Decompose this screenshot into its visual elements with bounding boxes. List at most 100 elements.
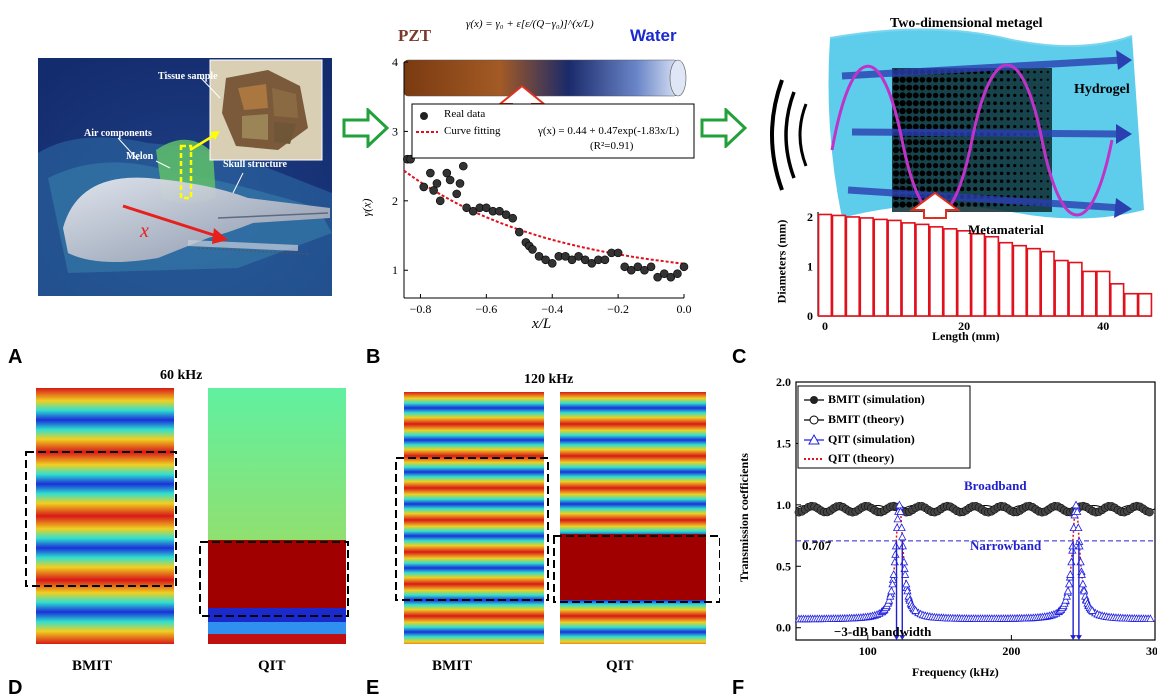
y-tick-label: 1.0: [776, 498, 791, 512]
panel-letter-d: D: [8, 677, 23, 699]
field-maps-120khz: [395, 392, 720, 644]
dolphin-ct-image: [38, 58, 332, 296]
b-ylabel: γ(x): [359, 198, 374, 217]
lattice-dot: [953, 171, 958, 176]
d-left-label: BMIT: [72, 658, 113, 674]
lattice-dot: [1013, 109, 1017, 113]
lattice-dot: [1046, 86, 1049, 89]
lattice-dot: [932, 123, 939, 130]
diameter-bar: [984, 235, 1000, 317]
lattice-dot: [973, 93, 978, 98]
broadband-label: Broadband: [964, 478, 1027, 493]
qit-sim-point: [888, 579, 897, 588]
lattice-dot: [1013, 156, 1017, 160]
lattice-dot: [979, 186, 984, 192]
data-point: [666, 272, 676, 282]
lattice-dot: [1039, 187, 1043, 191]
lattice-dot: [932, 77, 939, 83]
data-point: [541, 255, 550, 265]
legend-bmit-sim: BMIT (simulation): [828, 392, 925, 406]
e-freq: 120 kHz: [524, 372, 574, 387]
lattice-dot: [1013, 93, 1017, 97]
lattice-dot: [993, 85, 997, 90]
lattice-dot: [892, 146, 900, 154]
lattice-dot: [979, 124, 984, 129]
lattice-dot: [1013, 78, 1017, 82]
lattice-dot: [1013, 70, 1017, 74]
lattice-dot: [919, 84, 926, 91]
data-point: [653, 272, 662, 282]
metagel-title: Two-dimensional metagel: [890, 16, 1043, 31]
diameter-bar: [1082, 270, 1097, 317]
lattice-dot: [999, 109, 1004, 113]
f-ylabel: Transmission coefficients: [736, 453, 751, 582]
lattice-dot: [1039, 148, 1043, 152]
diameter-bar: [901, 222, 916, 317]
lattice-dot: [932, 92, 939, 99]
lattice-dot: [993, 140, 997, 145]
y-tick-label: 2.0: [776, 375, 791, 389]
lattice-dot: [999, 124, 1004, 129]
lattice-dot: [979, 179, 984, 184]
y-tick-label: 4: [392, 55, 398, 69]
lattice-dot: [939, 170, 945, 176]
lattice-dot: [959, 85, 965, 90]
lattice-dot: [986, 171, 991, 176]
lattice-dot: [993, 179, 997, 184]
lattice-dot: [993, 187, 997, 191]
bandwidth-label: −3-dB bandwidth: [834, 624, 932, 639]
lattice-dot: [892, 139, 900, 146]
lattice-dot: [946, 85, 952, 91]
lattice-dot: [953, 116, 958, 122]
lattice-dot: [973, 108, 978, 114]
lattice-dot: [1006, 78, 1010, 82]
data-point: [620, 262, 630, 272]
qit-sim-point: [1068, 545, 1077, 554]
lattice-dot: [986, 101, 991, 106]
qit-sim-point: [886, 591, 895, 600]
qit-sim-point: [1063, 586, 1073, 595]
data-point: [501, 210, 511, 220]
lattice-dot: [953, 100, 958, 106]
lattice-dot: [1039, 70, 1043, 74]
lattice-dot: [939, 92, 945, 98]
lattice-dot: [912, 139, 919, 146]
lattice-dot: [1033, 140, 1036, 144]
lattice-dot: [1006, 171, 1010, 176]
lattice-dot: [919, 139, 926, 146]
lattice-dot: [926, 186, 932, 192]
lattice-dot: [906, 100, 913, 107]
lattice-dot: [973, 140, 978, 145]
gradient-rod: [403, 59, 679, 97]
data-point: [659, 269, 669, 279]
lattice-dot: [946, 178, 952, 184]
lattice-dot: [919, 154, 926, 161]
qit-field-map-top: [208, 388, 346, 540]
lattice-dot: [1026, 179, 1030, 183]
qit-sim-point: [1078, 579, 1088, 588]
metamaterial-pointer-arrow: [908, 191, 962, 219]
legend-qit-theory: QIT (theory): [828, 451, 895, 465]
lattice-dot: [926, 162, 932, 169]
lattice-dot: [1013, 148, 1017, 152]
lattice-dot: [1013, 164, 1017, 168]
lattice-dot: [1026, 117, 1030, 121]
lattice-dot: [939, 116, 945, 122]
lattice-dot: [899, 170, 906, 177]
diameter-bar: [1026, 247, 1041, 317]
lattice-dot: [939, 100, 945, 106]
qit-sim-point: [898, 532, 907, 541]
fit-r2: (R²=0.91): [590, 140, 634, 152]
qit-sim-point: [1079, 586, 1089, 595]
lattice-dot: [973, 186, 978, 192]
lattice-dot: [979, 202, 984, 207]
lattice-dot: [899, 178, 906, 185]
data-point: [640, 265, 649, 275]
qit-sim-point: [1072, 507, 1082, 515]
lattice-dot: [986, 93, 991, 98]
x-tick-label: 0.0: [677, 302, 692, 316]
fit-curve: [403, 169, 685, 265]
lattice-dot: [953, 77, 958, 83]
lattice-dot: [1006, 148, 1010, 152]
lattice-dot: [906, 84, 913, 91]
